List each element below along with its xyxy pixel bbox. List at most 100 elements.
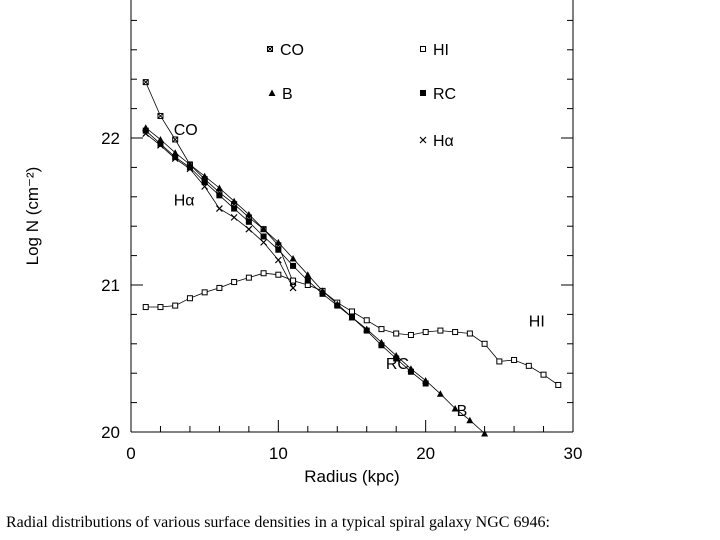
data-point-filled-square [231,205,238,212]
axes-frame [130,0,574,433]
data-point-open-square [186,295,193,302]
data-point-cross [260,238,268,246]
data-point-filled-square [378,342,385,349]
data-point-filled-triangle [230,197,238,205]
data-point-open-square [481,340,488,347]
data-point-filled-triangle [436,390,444,397]
data-point-open-square [555,381,562,388]
legend-item: HI [420,42,449,59]
data-point-cross [157,141,164,149]
legend-item: Hα [419,133,454,150]
data-point-open-square [231,279,238,286]
legend-item: B [268,86,293,103]
tick-labels: 0 10 20 30 20 21 22 [101,129,582,463]
data-point-filled-square [304,277,311,284]
x-tick-label: 30 [564,444,583,463]
data-point-cross [245,225,253,233]
data-point-filled-square [393,355,400,362]
annotation-label: Hα [174,193,195,210]
data-point-open-square [525,362,532,369]
data-point-open-square [363,317,370,324]
data-point-filled-square [142,127,149,134]
data-point-filled-square [172,154,179,161]
y-tick-label: 21 [101,276,120,295]
x-tick-label: 0 [126,444,135,463]
data-point-open-square [349,308,355,315]
annotation-label: CO [174,122,198,139]
y-tick-label: 22 [101,129,120,148]
legend-label: B [282,86,293,103]
data-point-open-square [201,289,208,296]
data-point-filled-square [275,246,282,253]
data-point-cross [289,284,297,292]
data-point-cross [142,130,150,138]
data-point-filled-triangle [260,225,268,233]
series-markers [142,79,562,437]
data-point-filled-square [157,140,164,147]
data-point-filled-square [201,179,208,186]
data-point-open-square [422,329,429,336]
data-point-open-square [142,304,149,311]
data-point-open-square [452,329,459,336]
data-point-filled-triangle [466,416,474,424]
y-axis-label: Log N (cm⁻²) [23,167,42,266]
data-point-open-square [245,274,252,281]
data-point-open-square [275,271,282,278]
data-point-filled-square [349,314,355,321]
data-point-filled-square [319,290,326,297]
legend-marker [419,136,427,144]
series-line-cross [145,133,294,289]
data-point-open-square [511,356,518,363]
data-point-open-square [393,330,400,337]
data-point-filled-square [260,233,267,240]
data-point-open-square [466,330,473,337]
data-point-filled-square [407,368,414,375]
data-point-filled-triangle [304,271,312,278]
x-tick-label: 10 [269,444,288,463]
data-point-cross [230,213,238,221]
data-point-open-square [157,304,164,311]
annotation-label: HI [529,313,545,330]
legend-marker [420,90,426,96]
legend-marker [420,46,426,52]
data-point-filled-triangle [481,429,489,437]
data-point-filled-square [290,262,297,269]
legend: CO HI B RC Hα [267,42,456,150]
series-lines [145,81,559,434]
legend-item: CO [267,42,304,59]
data-point-filled-triangle [156,135,164,143]
legend-label: CO [280,42,304,59]
data-point-open-square [172,302,179,309]
data-point-cross [201,183,209,190]
data-point-filled-square [334,302,341,309]
data-point-open-square [378,326,385,333]
legend-label: Hα [433,133,454,150]
data-point-filled-triangle [274,238,282,246]
data-point-filled-square [186,164,193,171]
data-point-filled-square [216,192,223,199]
data-point-star-square [142,79,149,86]
data-point-cross [171,155,179,163]
data-point-filled-triangle [171,149,179,156]
annotation-label: RC [386,356,409,373]
data-point-star-square [172,136,179,143]
legend-marker [268,89,276,96]
data-point-filled-triangle [245,210,253,218]
data-point-cross [274,256,282,264]
data-point-star-square [157,112,164,119]
data-point-open-square [496,358,503,365]
data-point-cross [186,165,194,173]
y-tick-label: 20 [101,423,120,442]
annotation-label: B [457,403,468,420]
legend-item: RC [420,86,456,103]
data-point-filled-square [363,327,370,334]
legend-marker [267,46,273,52]
legend-label: HI [433,42,449,59]
data-point-open-square [540,371,547,378]
series-line-star-square [145,81,294,283]
data-point-cross [215,205,223,212]
data-point-filled-square [422,380,429,387]
annotations: CO Hα HI RC B [174,122,545,420]
data-point-filled-square [245,218,252,225]
